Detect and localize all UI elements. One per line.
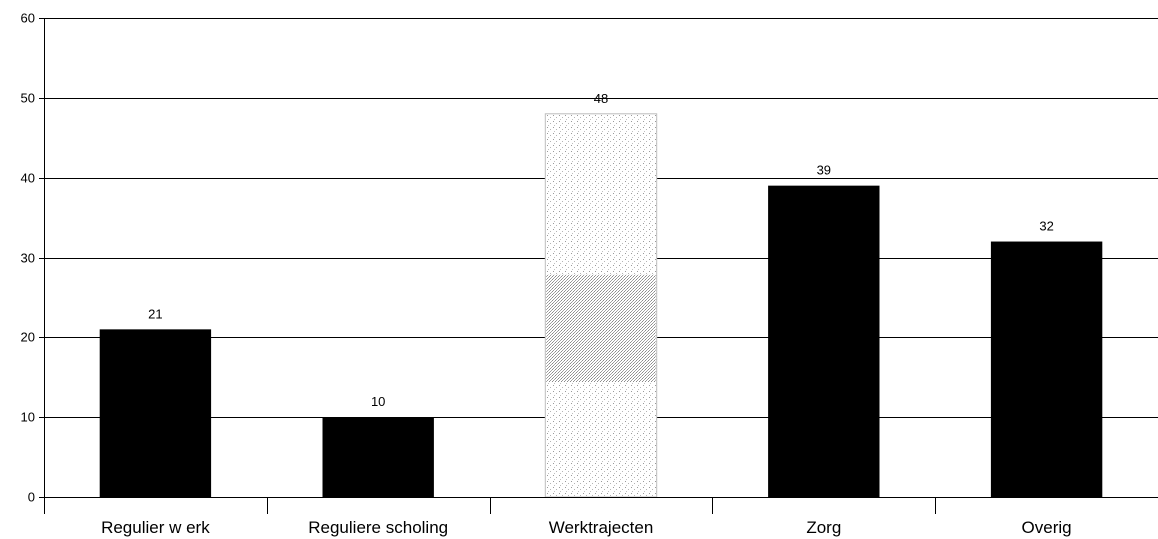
y-tick-label: 0 <box>28 490 35 505</box>
labels: 0 10 20 30 40 50 60 21 Regulier w erk 10 Reguliere… <box>21 11 1072 538</box>
x-category-label: Reguliere scholing <box>308 518 448 537</box>
y-tick-label: 50 <box>21 91 35 106</box>
x-category-label: Overig <box>1022 518 1072 537</box>
y-tick-label: 40 <box>21 171 35 186</box>
x-category-label: Werktrajecten <box>549 518 654 537</box>
data-label: 39 <box>817 163 831 178</box>
x-category-label: Zorg <box>806 518 841 537</box>
x-category-label: Regulier w erk <box>101 518 210 537</box>
bar <box>99 329 212 497</box>
data-label: 21 <box>148 306 162 321</box>
axes <box>39 18 1158 514</box>
data-label: 48 <box>594 91 608 106</box>
data-label: 10 <box>371 394 385 409</box>
data-label: 32 <box>1039 219 1053 234</box>
bars <box>99 113 1103 498</box>
bar-texture <box>546 274 656 383</box>
bar <box>322 417 434 497</box>
y-tick-label: 10 <box>21 410 35 425</box>
bar <box>990 241 1103 497</box>
y-tick-label: 60 <box>21 11 35 26</box>
y-tick-label: 30 <box>21 251 35 266</box>
y-tick-label: 20 <box>21 330 35 345</box>
bar <box>768 185 880 497</box>
